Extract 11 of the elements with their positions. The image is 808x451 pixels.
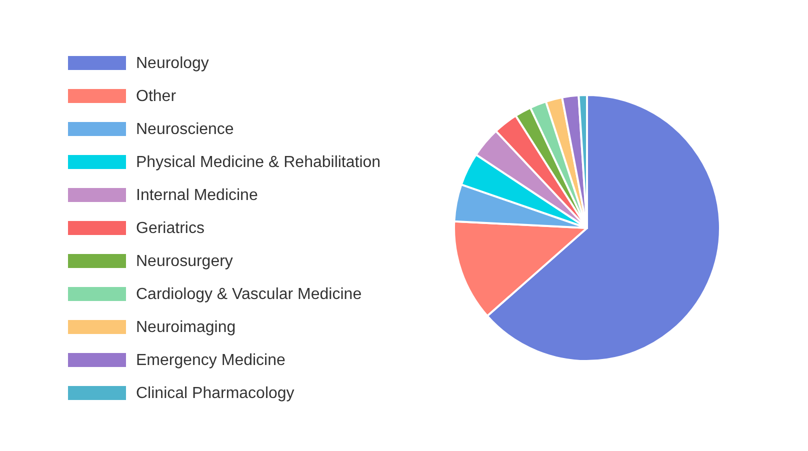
legend-label: Physical Medicine & Rehabilitation (136, 154, 381, 171)
legend-label: Other (136, 88, 177, 105)
legend-label: Neuroimaging (136, 319, 236, 336)
legend-label: Neurosurgery (136, 253, 233, 270)
legend-label: Geriatrics (136, 220, 204, 237)
legend-label: Neurology (136, 55, 209, 72)
legend-label: Neuroscience (136, 121, 234, 138)
legend-label: Internal Medicine (136, 187, 258, 204)
legend-label: Cardiology & Vascular Medicine (136, 286, 362, 303)
legend-label: Emergency Medicine (136, 352, 286, 369)
legend-label: Clinical Pharmacology (136, 385, 294, 402)
